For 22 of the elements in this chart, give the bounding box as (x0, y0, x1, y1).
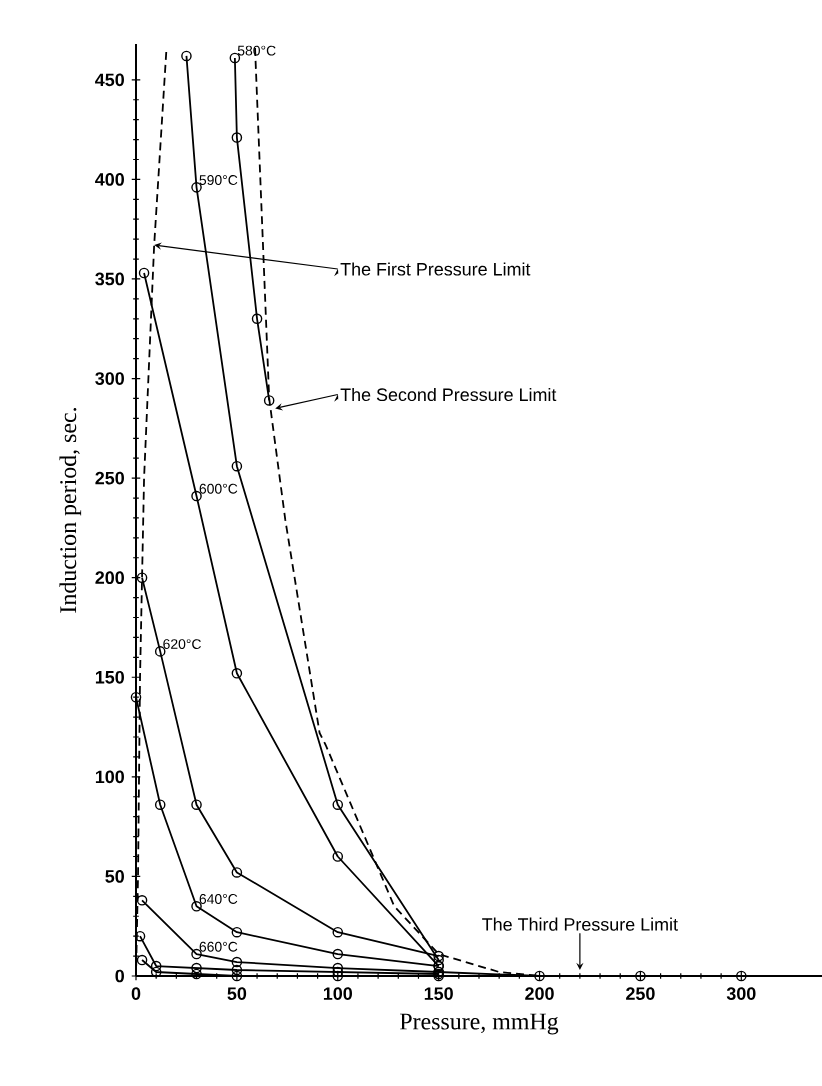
y-tick-label: 150 (95, 670, 124, 684)
annotation: The First Pressure Limit (340, 262, 531, 276)
x-tick-label: 50 (227, 987, 247, 1000)
x-tick-label: 0 (131, 987, 141, 1000)
y-tick-label: 50 (105, 870, 124, 883)
annotation: The Second Pressure Limit (340, 387, 557, 402)
x-tick-label: 250 (626, 987, 655, 1000)
y-axis-title: Induction period, sec. (59, 407, 82, 613)
x-tick-label: 200 (525, 987, 554, 1000)
annotation: The Third Pressure Limit (482, 917, 678, 931)
y-tick-label: 250 (95, 471, 124, 485)
x-axis-title: Pressure, mmHg (400, 1013, 559, 1035)
x-tick-label: 100 (323, 987, 352, 1000)
y-tick-label: 400 (95, 173, 124, 186)
y-tick-label: 100 (95, 770, 124, 784)
y-tick-label: 350 (95, 272, 124, 286)
x-tick-label: 300 (726, 987, 756, 1000)
y-tick-label: 300 (95, 372, 124, 385)
x-tick-label: 150 (424, 987, 453, 1000)
y-tick-label: 450 (95, 73, 124, 87)
y-tick-label: 0 (115, 969, 124, 983)
y-tick-label: 200 (95, 571, 124, 585)
